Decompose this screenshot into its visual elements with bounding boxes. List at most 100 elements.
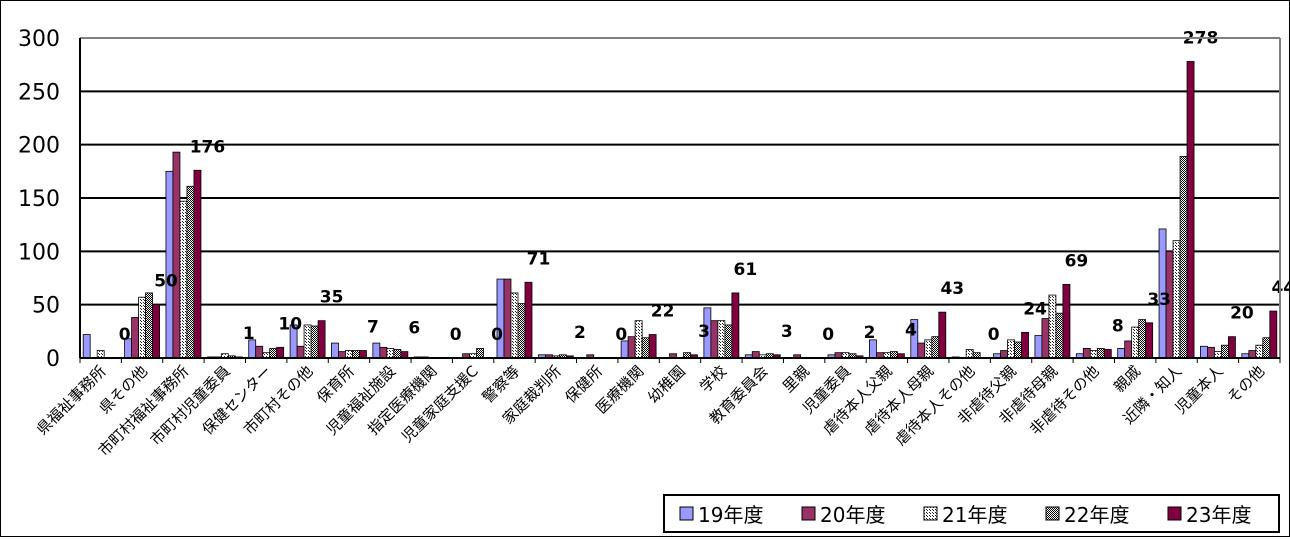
data-label: 4 (905, 321, 917, 341)
bar-22年度 (724, 324, 733, 359)
data-label: 1 (243, 324, 255, 344)
data-label: 3 (781, 322, 793, 342)
bar-23年度 (731, 292, 740, 359)
bar-22年度 (186, 185, 195, 359)
data-label: 2 (574, 323, 586, 343)
bar-23年度 (317, 320, 326, 359)
data-label: 0 (491, 325, 503, 345)
data-label: 24 (1023, 299, 1047, 319)
data-label: 20 (1230, 304, 1254, 324)
bar-20年度 (1000, 350, 1008, 359)
bar-20年度 (172, 151, 181, 359)
bar-23年度 (1228, 336, 1236, 359)
data-label: 0 (988, 325, 1000, 345)
bar-22年度 (310, 325, 319, 359)
bar-19年度 (165, 170, 174, 359)
bar-23年度 (1186, 61, 1195, 359)
data-label: 0 (119, 325, 131, 345)
bar-19年度 (1034, 335, 1043, 359)
bar-21年度 (1089, 350, 1098, 359)
bar-22年度 (1096, 347, 1105, 359)
data-label: 0 (615, 325, 627, 345)
bar-22年度 (1138, 319, 1147, 359)
data-label: 0 (822, 325, 834, 345)
data-label: 71 (527, 249, 551, 269)
y-tick-label: 50 (32, 294, 60, 319)
data-label: 61 (734, 260, 758, 280)
y-tick-label: 0 (46, 347, 60, 372)
legend-swatch (923, 506, 938, 521)
bar-20年度 (1041, 318, 1050, 359)
bar-22年度 (352, 350, 360, 359)
bar-20年度 (710, 320, 719, 359)
legend-label: 19年度 (698, 503, 763, 527)
bar-21年度 (1255, 344, 1264, 359)
bar-22年度 (1221, 344, 1229, 359)
bar-20年度 (627, 336, 636, 359)
bar-22年度 (1055, 312, 1064, 359)
y-tick-label: 100 (18, 240, 60, 265)
bar-23年度 (1062, 283, 1071, 359)
legend-swatch (679, 506, 694, 521)
bar-19年度 (331, 342, 339, 359)
bar-23年度 (1145, 322, 1154, 359)
bar-22年度 (1262, 337, 1271, 359)
bar-21年度 (965, 349, 974, 359)
legend-swatch (1167, 506, 1182, 521)
legend: 19年度 20年度 21年度 22年度 23年度 (663, 494, 1280, 533)
bar-21年度 (386, 347, 395, 359)
bar-21年度 (510, 292, 519, 359)
data-label: 7 (367, 318, 379, 338)
bar-19年度 (372, 342, 381, 359)
bar-22年度 (517, 303, 526, 359)
data-label: 43 (940, 279, 964, 299)
bar-22年度 (145, 292, 153, 359)
legend-label: 21年度 (942, 503, 1007, 527)
bar-22年度 (269, 347, 278, 359)
bar-21年度 (179, 200, 188, 359)
bar-23年度 (1021, 331, 1029, 359)
legend-label: 22年度 (1064, 503, 1129, 527)
bar-23年度 (193, 169, 202, 359)
bar-23年度 (359, 350, 367, 359)
data-label: 10 (278, 314, 302, 334)
data-label: 0 (450, 325, 462, 345)
bar-19年度 (1117, 347, 1126, 359)
bar-21年度 (1172, 240, 1181, 359)
bar-22年度 (393, 349, 402, 359)
bar-23年度 (938, 311, 947, 359)
data-label: 69 (1065, 251, 1089, 271)
bar-21年度 (1007, 339, 1015, 359)
bar-21年度 (138, 296, 146, 359)
bar-19年度 (82, 334, 91, 359)
bar-20年度 (131, 317, 139, 359)
data-label: 50 (154, 272, 178, 292)
data-label: 22 (651, 302, 675, 322)
data-label: 2 (864, 323, 876, 343)
bar-23年度 (1269, 310, 1278, 359)
bar-20年度 (1082, 347, 1091, 359)
y-tick-label: 250 (18, 80, 60, 105)
bar-21年度 (303, 324, 312, 359)
legend-label: 20年度 (820, 503, 885, 527)
data-label: 8 (1112, 316, 1124, 336)
data-label: 3 (698, 322, 710, 342)
bar-22年度 (1014, 341, 1022, 359)
y-tick-label: 150 (18, 187, 60, 212)
bar-20年度 (1207, 346, 1215, 359)
bar-20年度 (1124, 340, 1133, 359)
bar-22年度 (476, 347, 485, 359)
bar-21年度 (345, 350, 353, 359)
data-label: 35 (320, 288, 344, 308)
legend-swatch (801, 506, 816, 521)
data-label: 176 (190, 137, 226, 157)
bar-22年度 (931, 336, 940, 359)
data-label: 6 (408, 319, 420, 339)
bar-23年度 (1103, 349, 1112, 359)
bar-21年度 (634, 320, 643, 359)
bar-20年度 (917, 342, 926, 359)
bar-21年度 (96, 350, 105, 359)
